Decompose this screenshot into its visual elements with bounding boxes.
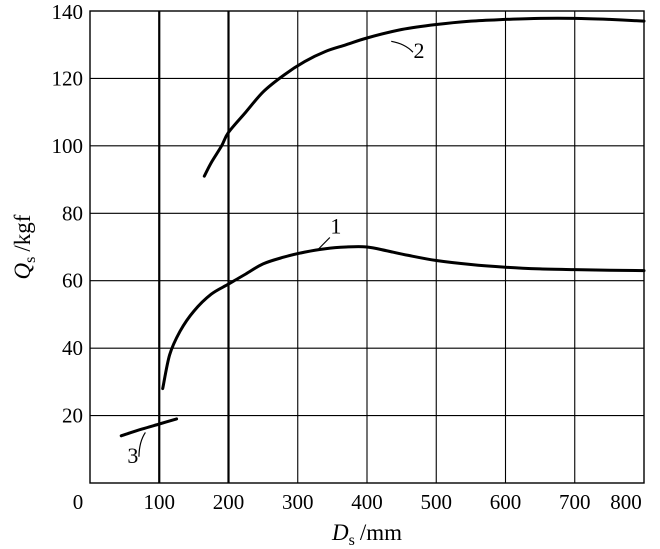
grid bbox=[90, 11, 644, 483]
x-tick-label: 400 bbox=[351, 490, 383, 514]
x-tick-label: 300 bbox=[282, 490, 314, 514]
curve-label-3: 3 bbox=[127, 443, 138, 468]
y-tick-label: 20 bbox=[62, 404, 83, 428]
curve-label-leader bbox=[391, 40, 414, 53]
y-axis-subscript: s bbox=[22, 257, 39, 263]
y-axis-unit: /kgf bbox=[10, 214, 35, 251]
curve-label-1: 1 bbox=[330, 214, 341, 239]
x-axis-subscript: s bbox=[349, 532, 355, 549]
x-tick-labels: 0 100 200 300 400 500 600 700 800 bbox=[73, 490, 642, 514]
x-tick-label: 100 bbox=[144, 490, 176, 514]
curve-1 bbox=[161, 245, 646, 391]
y-tick-label: 60 bbox=[62, 269, 83, 293]
curve-label-leader bbox=[138, 432, 146, 457]
y-tick-label: 80 bbox=[62, 201, 83, 225]
x-tick-label: 800 bbox=[610, 490, 642, 514]
y-axis-symbol: Q bbox=[10, 262, 35, 279]
curve-labels: 1 2 3 bbox=[127, 38, 424, 468]
x-tick-label: 0 bbox=[73, 490, 84, 514]
y-tick-label: 120 bbox=[52, 66, 84, 90]
x-tick-label: 700 bbox=[559, 490, 591, 514]
curve-label-2: 2 bbox=[413, 38, 424, 63]
plot-frame bbox=[89, 10, 645, 484]
curves bbox=[119, 16, 646, 438]
curve-label-leader bbox=[316, 237, 331, 251]
x-axis-title: Ds/mm bbox=[331, 520, 402, 549]
y-tick-label: 140 bbox=[52, 0, 84, 24]
y-tick-label: 100 bbox=[52, 134, 84, 158]
x-axis-symbol: D bbox=[331, 520, 349, 545]
y-axis-title: Qs/kgf bbox=[10, 214, 39, 279]
curve-3 bbox=[119, 417, 179, 438]
x-tick-label: 600 bbox=[490, 490, 522, 514]
y-tick-label: 40 bbox=[62, 336, 83, 360]
x-tick-label: 500 bbox=[421, 490, 453, 514]
x-tick-label: 200 bbox=[213, 490, 245, 514]
y-tick-labels: 20 40 60 80 100 120 140 bbox=[52, 0, 84, 428]
x-axis-unit: /mm bbox=[360, 520, 402, 545]
curve-2 bbox=[202, 16, 646, 178]
